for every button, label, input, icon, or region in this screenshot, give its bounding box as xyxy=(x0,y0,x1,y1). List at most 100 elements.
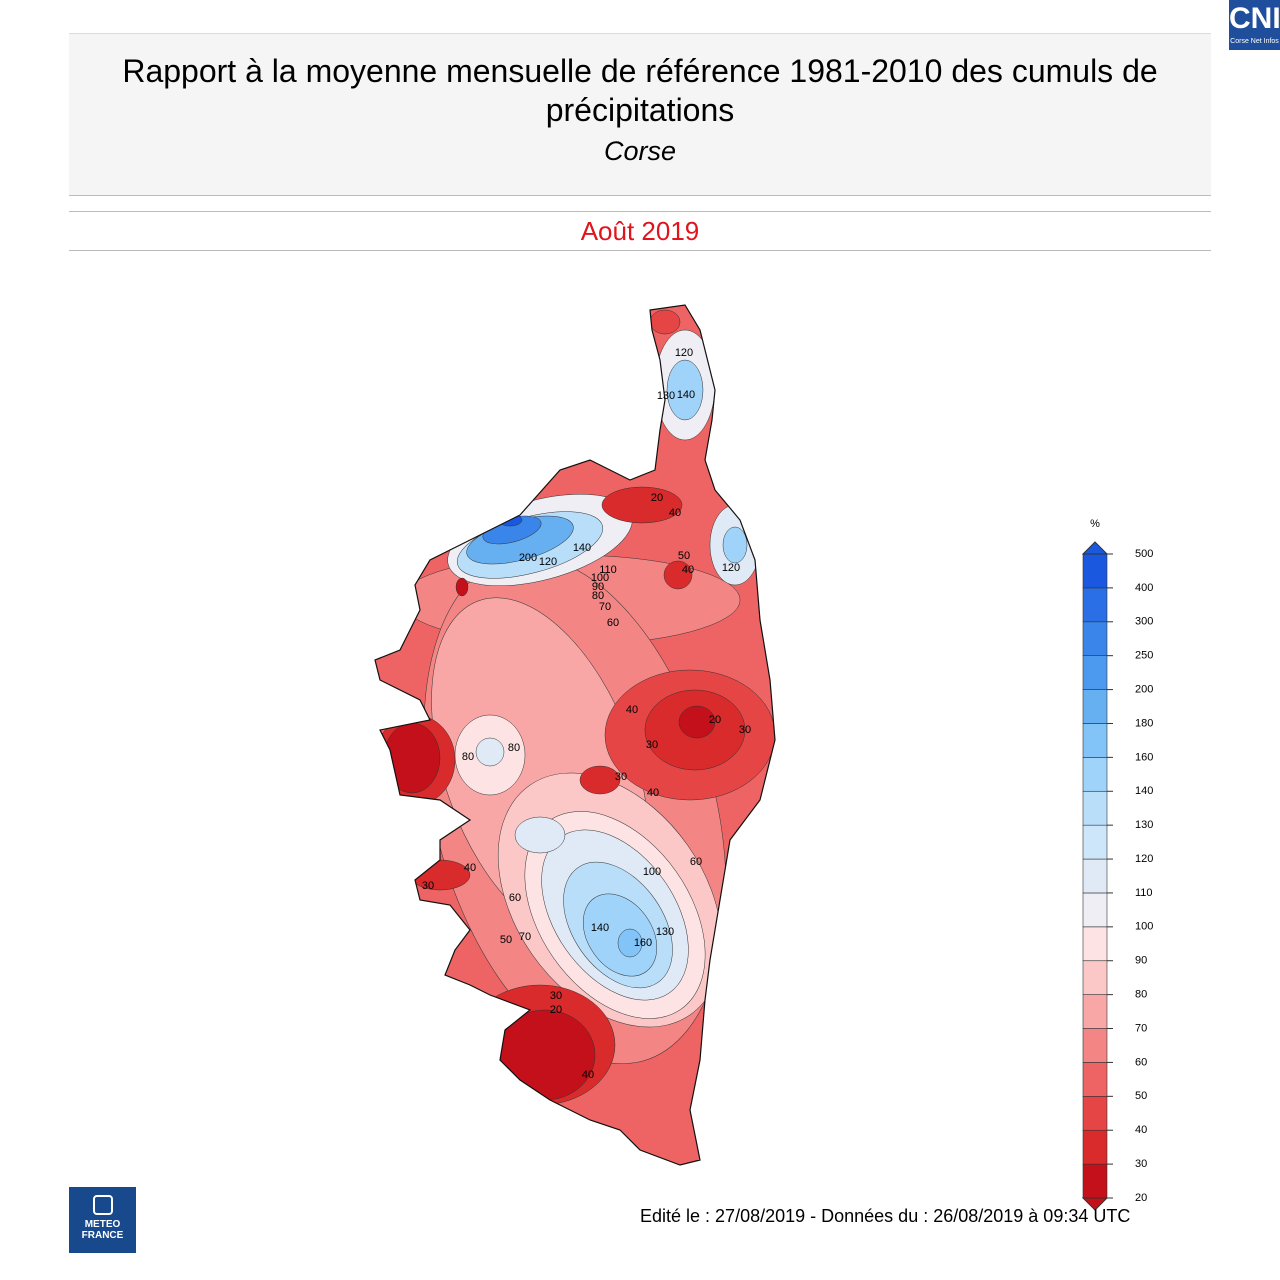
contour-label: 140 xyxy=(591,922,609,934)
legend-label: 90 xyxy=(1135,955,1147,967)
legend-swatch xyxy=(1082,960,1108,995)
legend-label: 500 xyxy=(1135,548,1153,560)
legend-swatch xyxy=(1082,824,1108,860)
legend-swatch xyxy=(1082,1062,1108,1097)
legend-swatch xyxy=(1082,926,1108,962)
meteo-france-logo: METEO FRANCE xyxy=(69,1187,136,1253)
contour-label: 50 xyxy=(500,934,512,946)
contour-region xyxy=(409,859,471,891)
contour-region xyxy=(455,577,469,597)
legend-arrow xyxy=(1081,541,1109,555)
legend-label: 20 xyxy=(1135,1192,1147,1204)
contour-label: 120 xyxy=(722,562,740,574)
contour-region xyxy=(579,765,621,795)
contour-label: 30 xyxy=(615,771,627,783)
legend-label: 180 xyxy=(1135,717,1153,729)
badge-long: Corse Net Infos xyxy=(1230,38,1279,45)
contour-label: 60 xyxy=(509,892,521,904)
legend-label: 100 xyxy=(1135,921,1153,933)
contour-label: 40 xyxy=(626,704,638,716)
legend-swatch xyxy=(1082,757,1108,792)
legend-label: 300 xyxy=(1135,616,1153,628)
legend-swatch xyxy=(1082,553,1108,589)
legend-arrow xyxy=(1081,1197,1109,1211)
legend-label: 110 xyxy=(1135,887,1153,899)
legend-label: 250 xyxy=(1135,650,1153,662)
footer-text: Edité le : 27/08/2019 - Données du : 26/… xyxy=(640,1206,1131,1226)
badge-short: CNI xyxy=(1229,2,1280,35)
contour-label: 80 xyxy=(462,751,474,763)
contour-label: 40 xyxy=(682,564,694,576)
contour-label: 70 xyxy=(599,601,611,613)
legend-label: 400 xyxy=(1135,582,1153,594)
header: Rapport à la moyenne mensuelle de référe… xyxy=(69,33,1211,196)
region: Corse xyxy=(603,136,677,166)
legend-swatch xyxy=(1082,858,1108,894)
legend-swatch xyxy=(1082,689,1108,724)
legend-label: 120 xyxy=(1135,853,1153,865)
contour-region xyxy=(494,1009,596,1101)
badge: CNI Corse Net Infos xyxy=(1229,0,1280,50)
contour-region xyxy=(475,737,505,767)
legend-label: 130 xyxy=(1135,819,1153,831)
contour-label: 40 xyxy=(669,507,681,519)
contour-label: 60 xyxy=(607,617,619,629)
contour-region xyxy=(678,705,716,739)
legend-swatch xyxy=(1082,1163,1108,1199)
contour-label: 30 xyxy=(422,880,434,892)
contour-region xyxy=(666,359,704,421)
logo-line: METEO xyxy=(84,1219,121,1230)
contour-label: 100 xyxy=(643,866,661,878)
contour-region xyxy=(649,309,681,335)
legend-swatch xyxy=(1082,1096,1108,1131)
legend-swatch xyxy=(1082,655,1108,690)
legend-swatch xyxy=(1082,723,1108,758)
contour-label: 130 xyxy=(657,390,675,402)
contour-label: 30 xyxy=(550,990,562,1002)
contour-label: 40 xyxy=(464,862,476,874)
contour-label: 140 xyxy=(573,542,591,554)
contour-region xyxy=(722,526,748,564)
legend-swatch xyxy=(1082,994,1108,1029)
title: Rapport à la moyenne mensuelle de référe… xyxy=(122,53,1158,128)
contour-region xyxy=(663,560,693,590)
contour-label: 40 xyxy=(647,787,659,799)
contour-label: 120 xyxy=(675,347,693,359)
contour-label: 80 xyxy=(592,590,604,602)
contour-label: 110 xyxy=(599,564,617,576)
legend-label: 80 xyxy=(1135,989,1147,1001)
legend-label: 50 xyxy=(1135,1090,1147,1102)
legend-swatch xyxy=(1082,621,1108,656)
legend-swatch xyxy=(1082,1028,1108,1063)
contour-label: 20 xyxy=(651,492,663,504)
legend-label: 200 xyxy=(1135,683,1153,695)
island-fill xyxy=(375,305,775,1165)
legend-swatch xyxy=(1082,1129,1108,1165)
contour-label: 120 xyxy=(539,556,557,568)
contour-label: 200 xyxy=(519,552,537,564)
contour-label: 140 xyxy=(677,389,695,401)
legend-swatch xyxy=(1082,790,1108,826)
legend-unit: % xyxy=(1090,518,1100,530)
contour-label: 40 xyxy=(582,1069,594,1081)
contour-label: 20 xyxy=(709,714,721,726)
contour-label: 60 xyxy=(690,856,702,868)
contour-region xyxy=(617,928,643,958)
contour-label: 20 xyxy=(550,1004,562,1016)
legend-label: 40 xyxy=(1135,1124,1147,1136)
legend-label: 160 xyxy=(1135,751,1153,763)
legend-swatch xyxy=(1082,892,1108,928)
period: Août 2019 xyxy=(69,211,1211,251)
contour-label: 30 xyxy=(646,739,658,751)
logo-line: FRANCE xyxy=(81,1230,124,1241)
contour-region xyxy=(601,486,683,524)
contour-label: 70 xyxy=(519,931,531,943)
contour-label: 160 xyxy=(634,937,652,949)
legend-swatch xyxy=(1082,587,1108,623)
legend-label: 70 xyxy=(1135,1022,1147,1034)
contour-region xyxy=(383,722,441,794)
contour-label: 50 xyxy=(678,550,690,562)
contour-label: 100 xyxy=(591,572,609,584)
